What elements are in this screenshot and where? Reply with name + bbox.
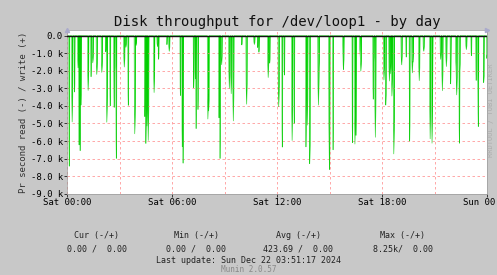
Text: Max (-/+): Max (-/+) bbox=[380, 231, 425, 240]
Text: 0.00 /  0.00: 0.00 / 0.00 bbox=[67, 245, 127, 254]
Text: 0.00 /  0.00: 0.00 / 0.00 bbox=[166, 245, 226, 254]
Text: 423.69 /  0.00: 423.69 / 0.00 bbox=[263, 245, 333, 254]
Y-axis label: Pr second read (-) / write (+): Pr second read (-) / write (+) bbox=[19, 31, 28, 193]
Text: Cur (-/+): Cur (-/+) bbox=[75, 231, 119, 240]
Text: 8.25k/  0.00: 8.25k/ 0.00 bbox=[373, 245, 432, 254]
Text: RRDTOOL / TOBI OETIKER: RRDTOOL / TOBI OETIKER bbox=[488, 63, 494, 157]
Title: Disk throughput for /dev/loop1 - by day: Disk throughput for /dev/loop1 - by day bbox=[114, 15, 440, 29]
Text: Last update: Sun Dec 22 03:51:17 2024: Last update: Sun Dec 22 03:51:17 2024 bbox=[156, 257, 341, 265]
Text: Munin 2.0.57: Munin 2.0.57 bbox=[221, 265, 276, 274]
Text: Min (-/+): Min (-/+) bbox=[174, 231, 219, 240]
Text: Avg (-/+): Avg (-/+) bbox=[276, 231, 321, 240]
